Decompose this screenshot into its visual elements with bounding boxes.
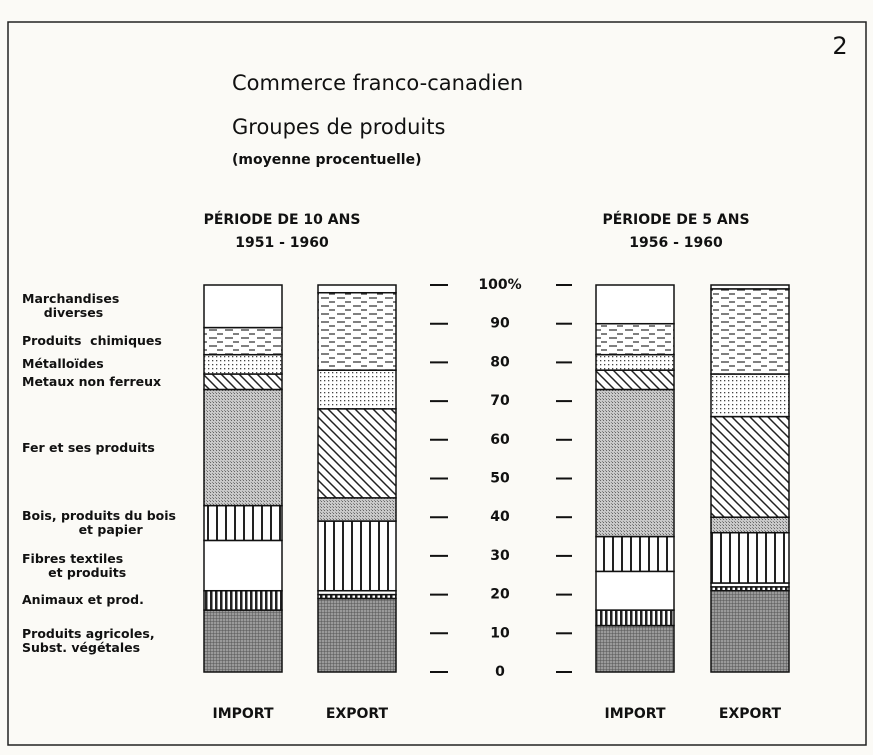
page-number: 2	[832, 32, 847, 60]
y-tick-label: 0	[495, 664, 505, 680]
bar-segment	[595, 388, 675, 538]
bar-segment	[203, 373, 283, 391]
bar-segment	[203, 609, 283, 673]
bar-segment	[710, 531, 790, 584]
bar-segment	[317, 284, 397, 294]
bar-segment	[317, 369, 397, 410]
bar-segment	[595, 353, 675, 371]
bar-segment	[595, 609, 675, 627]
bar-segment	[203, 353, 283, 375]
y-tick-label: 10	[490, 625, 510, 641]
y-tick-label: 30	[490, 548, 510, 564]
bar-segment	[595, 624, 675, 673]
bar-segment	[317, 597, 397, 673]
chart-note: (moyenne procentuelle)	[232, 152, 421, 168]
bar-segment	[317, 408, 397, 499]
chart-title: Commerce franco-canadien	[232, 71, 523, 95]
x-tick-label: IMPORT	[212, 706, 273, 722]
legend-label: Fibres textiles et produits	[22, 550, 127, 580]
bar-segment	[710, 288, 790, 375]
x-tick-label: EXPORT	[326, 706, 389, 722]
legend-label: Bois, produits du bois et papier	[22, 508, 176, 537]
bar-segment	[595, 369, 675, 391]
bar-segment	[710, 415, 790, 518]
legend-label: Métalloïdes	[22, 356, 104, 372]
x-tick-label: EXPORT	[719, 706, 782, 722]
bar-segment	[203, 326, 283, 356]
bar-segment	[203, 284, 283, 329]
y-tick-label: 40	[490, 509, 510, 525]
y-tick-label: 50	[490, 471, 510, 487]
bar-segment	[203, 589, 283, 611]
legend-label: Metaux non ferreux	[22, 373, 162, 389]
y-tick-label: 100%	[478, 277, 521, 293]
y-tick-label: 80	[490, 354, 510, 370]
group-label: PÉRIODE DE 5 ANS	[602, 211, 749, 228]
legend-label: Marchandises diverses	[22, 291, 120, 321]
bar-segment	[317, 291, 397, 371]
bar-segment	[595, 322, 675, 356]
x-tick-label: IMPORT	[604, 706, 665, 722]
y-tick-label: 90	[490, 316, 510, 332]
chart-subtitle: Groupes de produits	[232, 115, 445, 139]
frame	[7, 21, 867, 746]
legend-label: Fer et ses produits	[22, 439, 155, 455]
y-tick-label: 60	[490, 432, 510, 448]
y-tick-label: 20	[490, 587, 510, 603]
bar-segment	[595, 570, 675, 611]
bar-segment	[203, 539, 283, 592]
legend-label: Animaux et prod.	[22, 592, 144, 608]
bar-segment	[710, 373, 790, 418]
group-years: 1951 - 1960	[235, 235, 329, 251]
bar-segment	[203, 504, 283, 542]
bar-segment	[710, 589, 790, 673]
legend-label: Produits chimiques	[22, 333, 162, 349]
group-years: 1956 - 1960	[629, 235, 723, 251]
legend-label: Produits agricoles, Subst. végétales	[22, 626, 155, 656]
bar-segment	[595, 535, 675, 573]
bar-segment	[317, 520, 397, 592]
group-label: PÉRIODE DE 10 ANS	[204, 211, 361, 228]
bar-segment	[595, 284, 675, 325]
bar-segment	[710, 284, 790, 290]
bar-segment	[203, 388, 283, 507]
bar-segment	[317, 497, 397, 522]
bar-segment	[710, 516, 790, 534]
y-tick-label: 70	[490, 393, 510, 409]
